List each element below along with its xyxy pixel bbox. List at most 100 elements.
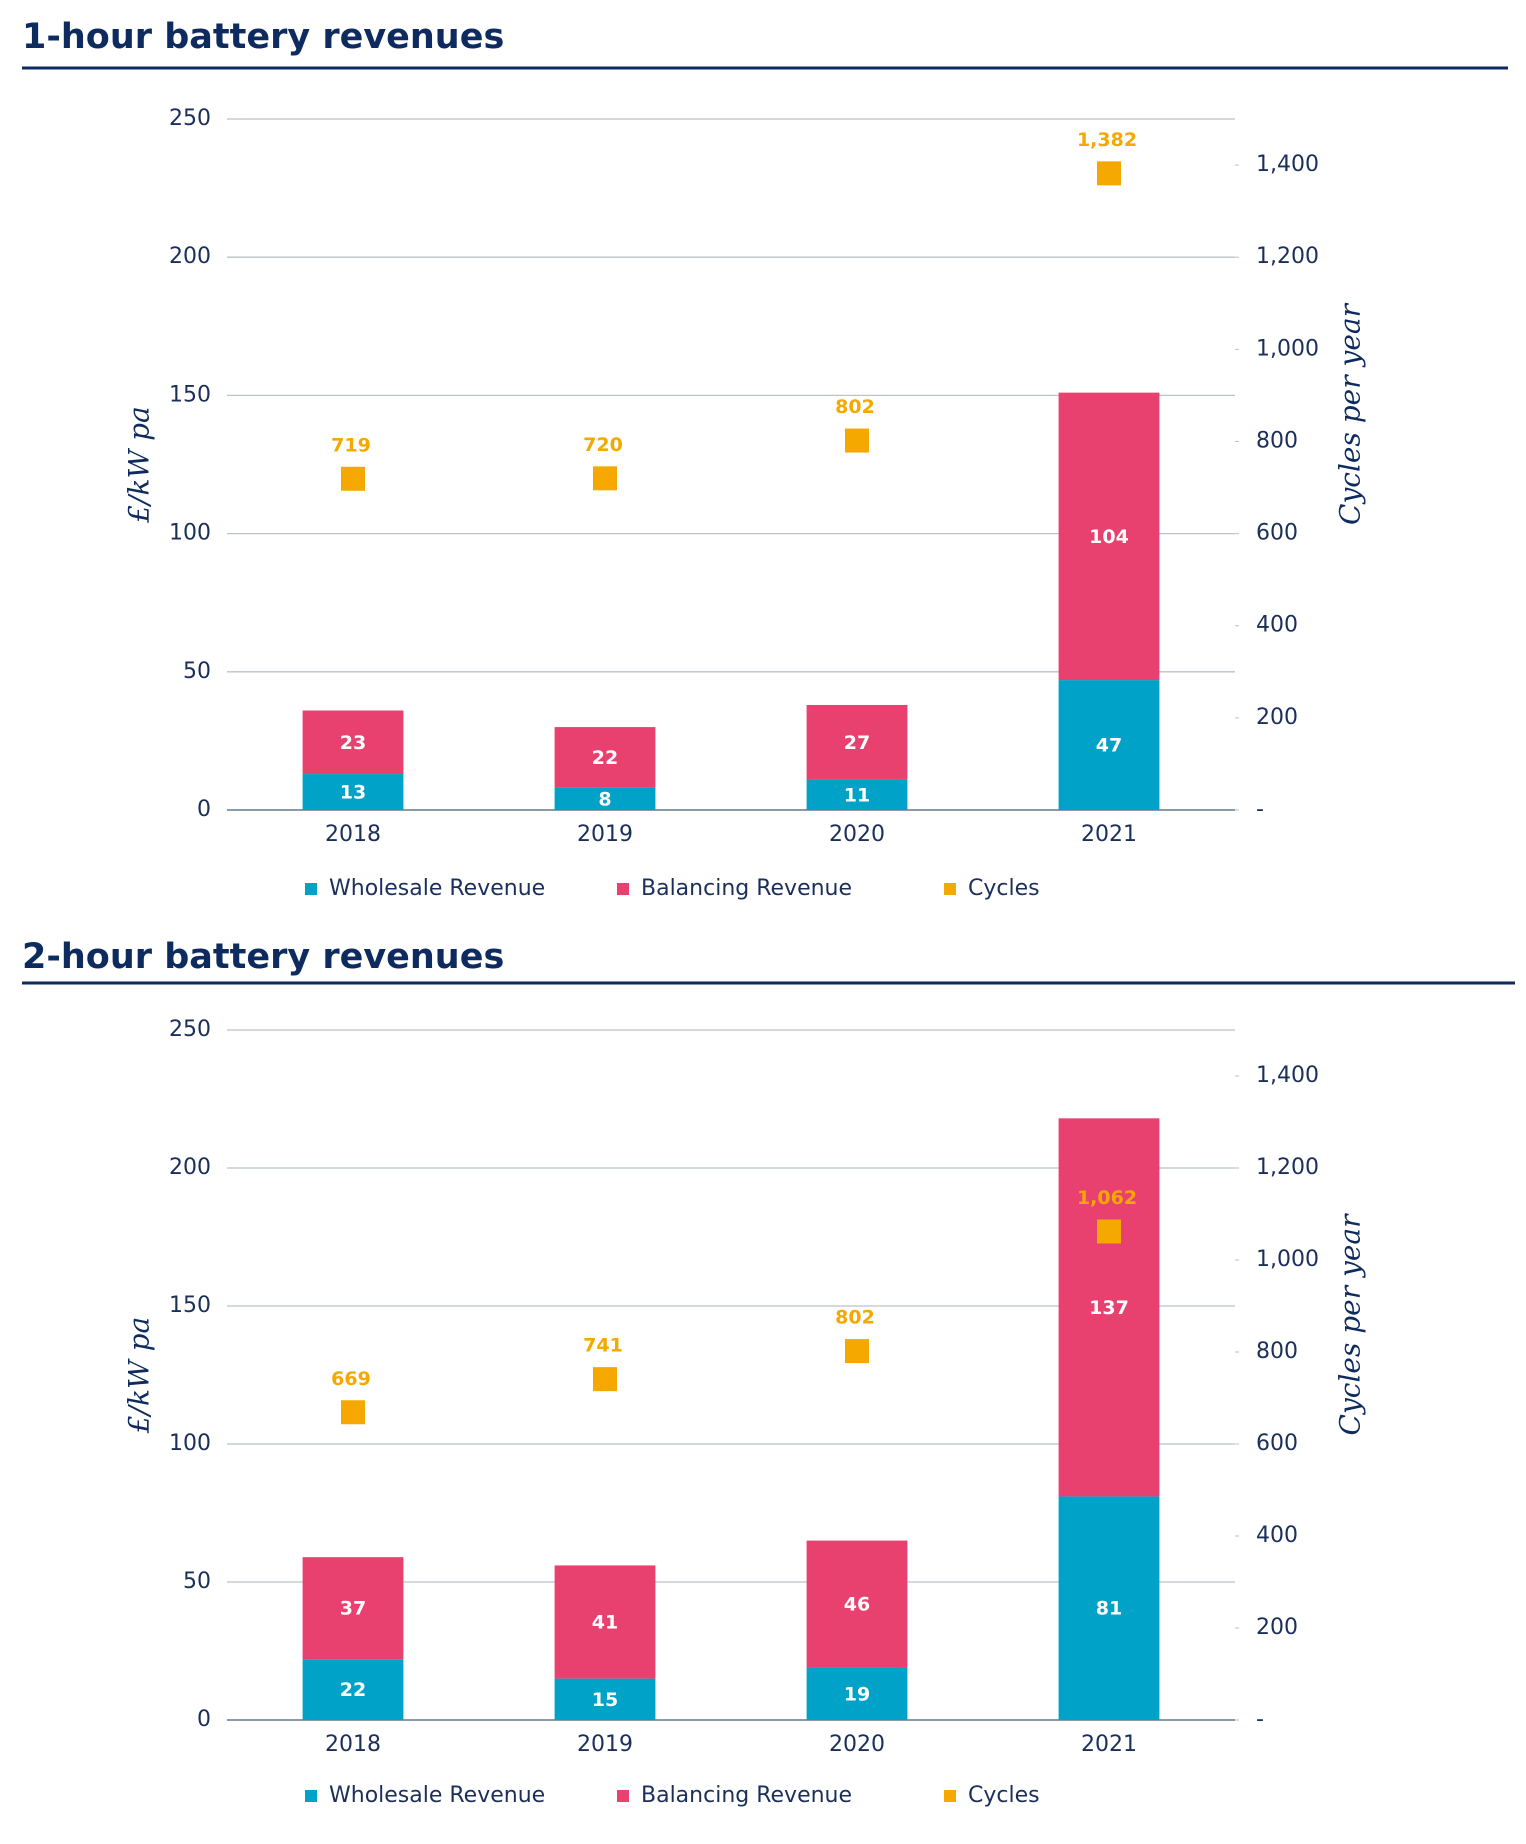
cycles-label: 669 (331, 1368, 371, 1390)
y-tick-label: 100 (169, 521, 211, 546)
cycles-marker (845, 428, 869, 453)
y2-tick-label: 1,400 (1256, 1063, 1319, 1088)
y2-tick-label: 200 (1256, 705, 1298, 730)
y2-tick-label: 200 (1256, 1615, 1298, 1640)
bar-segment (1058, 1118, 1160, 1497)
x-tick-label: 2019 (577, 1732, 633, 1757)
bar-segment (302, 710, 404, 775)
bar-segment (1058, 680, 1160, 810)
bar-value-label: 23 (340, 732, 366, 754)
legend-label: Balancing Revenue (641, 876, 852, 901)
x-tick-label: 2018 (325, 822, 381, 847)
legend-swatch (617, 1790, 629, 1802)
bar-value-label: 8 (598, 788, 611, 810)
x-tick-label: 2019 (577, 822, 633, 847)
y-tick-label: 50 (183, 659, 211, 684)
y-tick-label: 200 (169, 244, 211, 269)
cycles-label: 741 (583, 1335, 623, 1357)
bar-segment (554, 1678, 656, 1720)
y2-tick-label: 1,000 (1256, 336, 1319, 361)
bar-value-label: 13 (340, 782, 366, 804)
y-tick-label: 50 (183, 1569, 211, 1594)
bar-segment (302, 1659, 404, 1720)
bar-value-label: 47 (1096, 735, 1122, 757)
bar-value-label: 22 (340, 1679, 366, 1701)
cycles-marker (845, 1339, 869, 1364)
legend-label: Wholesale Revenue (329, 1783, 545, 1808)
bar-value-label: 27 (844, 732, 870, 754)
cycles-label: 720 (583, 434, 623, 456)
cycles-marker (593, 1367, 617, 1392)
y-axis-label: £/kW pa (123, 1317, 156, 1435)
y-tick-label: 250 (169, 106, 211, 131)
cycles-label: 802 (835, 1307, 875, 1329)
y2-tick-label: 1,400 (1256, 152, 1319, 177)
cycles-marker (341, 466, 365, 491)
bar-segment (806, 1540, 908, 1668)
x-tick-label: 2021 (1081, 1732, 1137, 1757)
y2-tick-label: - (1256, 1707, 1264, 1732)
cycles-marker (1097, 161, 1121, 186)
bar-value-label: 15 (592, 1689, 618, 1711)
bar-segment (806, 779, 908, 810)
cycles-label: 719 (331, 434, 371, 456)
chart-title: 2-hour battery revenues (22, 937, 504, 977)
bar-value-label: 104 (1089, 526, 1129, 548)
x-tick-label: 2020 (829, 1732, 885, 1757)
y2-axis-label: Cycles per year (1334, 302, 1367, 525)
y2-tick-label: - (1256, 797, 1264, 822)
bar-segment (554, 727, 656, 788)
y-axis-label: £/kW pa (123, 406, 156, 524)
y2-tick-label: 400 (1256, 1523, 1298, 1548)
y2-tick-label: 800 (1256, 428, 1298, 453)
legend-label: Balancing Revenue (641, 1783, 852, 1808)
legend-label: Cycles (968, 1783, 1040, 1808)
y2-tick-label: 1,200 (1256, 1155, 1319, 1180)
bar-segment (806, 704, 908, 780)
y-tick-label: 200 (169, 1155, 211, 1180)
y2-tick-label: 400 (1256, 613, 1298, 638)
legend-label: Wholesale Revenue (329, 876, 545, 901)
y-tick-label: 100 (169, 1431, 211, 1456)
x-tick-label: 2018 (325, 1732, 381, 1757)
legend-swatch (617, 883, 629, 895)
bar-value-label: 19 (844, 1683, 870, 1705)
bar-segment (302, 774, 404, 810)
bar-segment (1058, 392, 1160, 681)
chart-title: 1-hour battery revenues (22, 17, 504, 57)
bar-value-label: 46 (844, 1594, 870, 1616)
y2-tick-label: 1,000 (1256, 1247, 1319, 1272)
y2-tick-label: 800 (1256, 1339, 1298, 1364)
y2-tick-label: 600 (1256, 1431, 1298, 1456)
bar-segment (554, 1565, 656, 1679)
x-tick-label: 2021 (1081, 822, 1137, 847)
cycles-marker (1097, 1219, 1121, 1244)
y-tick-label: 250 (169, 1017, 211, 1042)
bar-value-label: 37 (340, 1598, 366, 1620)
cycles-label: 1,382 (1077, 129, 1137, 151)
bar-value-label: 81 (1096, 1598, 1122, 1620)
legend-swatch (305, 1790, 317, 1802)
y2-tick-label: 1,200 (1256, 244, 1319, 269)
bar-segment (1058, 1496, 1160, 1720)
cycles-marker (341, 1400, 365, 1425)
cycles-marker (593, 466, 617, 491)
bar-value-label: 137 (1089, 1297, 1129, 1319)
y-tick-label: 150 (169, 1293, 211, 1318)
y-tick-label: 150 (169, 382, 211, 407)
y2-tick-label: 600 (1256, 521, 1298, 546)
legend-label: Cycles (968, 876, 1040, 901)
bar-value-label: 22 (592, 747, 618, 769)
legend-swatch (305, 883, 317, 895)
y2-axis-label: Cycles per year (1334, 1213, 1367, 1436)
legend-swatch (944, 883, 956, 895)
bar-value-label: 41 (592, 1612, 618, 1634)
y-tick-label: 0 (197, 797, 211, 822)
legend-swatch (944, 1790, 956, 1802)
cycles-label: 1,062 (1077, 1187, 1137, 1209)
y-tick-label: 0 (197, 1707, 211, 1732)
bar-value-label: 11 (844, 784, 870, 806)
bar-segment (554, 787, 656, 810)
x-tick-label: 2020 (829, 822, 885, 847)
